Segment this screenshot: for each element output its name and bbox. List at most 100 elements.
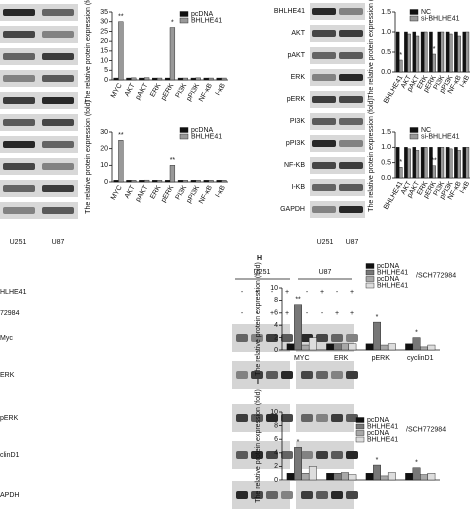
y-tick-label: 30	[100, 19, 108, 26]
x-tick-label: pERK	[372, 355, 391, 362]
legend-label: pcDNA	[191, 127, 214, 134]
bar	[429, 31, 433, 73]
y-tick-label: 4	[274, 450, 278, 457]
bar	[405, 473, 414, 481]
bar	[164, 77, 171, 81]
bar	[203, 180, 209, 183]
y-tick-label: 20	[100, 38, 108, 45]
legend-note: /SCH772984	[406, 427, 446, 434]
blot-band	[301, 414, 313, 422]
bar	[286, 473, 295, 481]
blot-band	[42, 141, 74, 148]
blot-band	[331, 451, 343, 459]
bar	[398, 59, 403, 73]
treatment-sign: -	[306, 310, 309, 317]
y-axis-label: The relative protein expression (fold)	[85, 100, 92, 214]
row-label: Myc	[0, 335, 13, 342]
significance-label: *	[297, 439, 300, 446]
blot-band	[266, 334, 278, 342]
lane-label: U87	[346, 239, 359, 246]
bar	[139, 180, 145, 183]
bar	[182, 77, 188, 81]
blot-band	[3, 163, 35, 170]
bar	[113, 180, 119, 183]
legend-swatch	[179, 11, 189, 17]
blot-strip	[310, 179, 365, 196]
blot-band	[251, 371, 263, 379]
bar	[177, 180, 184, 183]
bar	[420, 346, 428, 351]
bar	[333, 343, 342, 351]
bar	[412, 337, 421, 351]
blot-band	[339, 8, 363, 15]
y-tick-label: 10	[270, 409, 278, 416]
blot-band	[281, 414, 293, 422]
bar	[164, 180, 171, 183]
blot-band	[331, 414, 343, 422]
y-tick-label: 0	[274, 347, 278, 354]
blot-band	[42, 207, 74, 214]
bar	[440, 147, 445, 179]
blot-band	[251, 491, 263, 499]
bar	[462, 147, 467, 179]
bar	[156, 180, 163, 183]
y-tick-label: 8	[274, 297, 278, 304]
bar	[341, 472, 349, 481]
x-tick-label: cyclinD1	[407, 355, 434, 362]
y-tick-label: 0.5	[381, 160, 391, 167]
bar	[423, 31, 428, 73]
y-tick-label: 15	[100, 48, 108, 55]
blot-strip	[310, 135, 365, 152]
blot-band	[339, 184, 363, 191]
blot-band	[316, 371, 328, 379]
bar	[380, 344, 389, 351]
bar	[457, 35, 461, 73]
panel-label: I	[257, 379, 259, 386]
significance-label: *	[376, 314, 379, 321]
treatment-sign: +	[285, 310, 289, 317]
y-tick-label: 8	[274, 422, 278, 429]
bar	[301, 344, 310, 351]
significance-label: *	[171, 19, 174, 26]
blot-band	[339, 30, 363, 37]
blot-band	[42, 31, 74, 38]
bar	[169, 165, 176, 183]
blot-band	[3, 75, 35, 82]
row-label: AKT	[291, 30, 305, 37]
group-label: U251	[254, 269, 271, 276]
blot-band	[3, 31, 35, 38]
lane-label: U87	[52, 239, 65, 246]
bar	[462, 31, 467, 73]
bar	[448, 148, 453, 179]
blot-band	[266, 491, 278, 499]
significance-label: *	[433, 46, 436, 53]
blot-strip	[310, 91, 365, 108]
bar	[203, 77, 209, 81]
blot-band	[236, 491, 248, 499]
blot-strip	[310, 201, 365, 218]
blot-band	[339, 52, 363, 59]
bar	[365, 343, 374, 351]
significance-label: *	[415, 460, 418, 467]
y-tick-label: 4	[274, 322, 278, 329]
blot-band	[266, 414, 278, 422]
row-label: ERK	[291, 74, 306, 81]
bar	[126, 77, 132, 81]
blot-band	[3, 9, 35, 16]
legend-swatch	[179, 127, 189, 133]
treatment-sign: +	[335, 310, 339, 317]
legend-swatch	[355, 436, 365, 443]
blot-band	[251, 451, 263, 459]
treatment-sign: -	[241, 289, 244, 296]
bar	[126, 180, 132, 183]
legend-label: BHLHE41	[367, 423, 398, 430]
blot-band	[266, 451, 278, 459]
legend-note: /SCH772984	[416, 273, 456, 280]
blot-band	[346, 491, 358, 499]
bar	[221, 180, 227, 183]
bar	[286, 343, 295, 351]
blot-band	[251, 414, 263, 422]
y-tick-label: 25	[100, 28, 108, 35]
blot-band	[3, 141, 35, 148]
bar	[152, 77, 158, 81]
